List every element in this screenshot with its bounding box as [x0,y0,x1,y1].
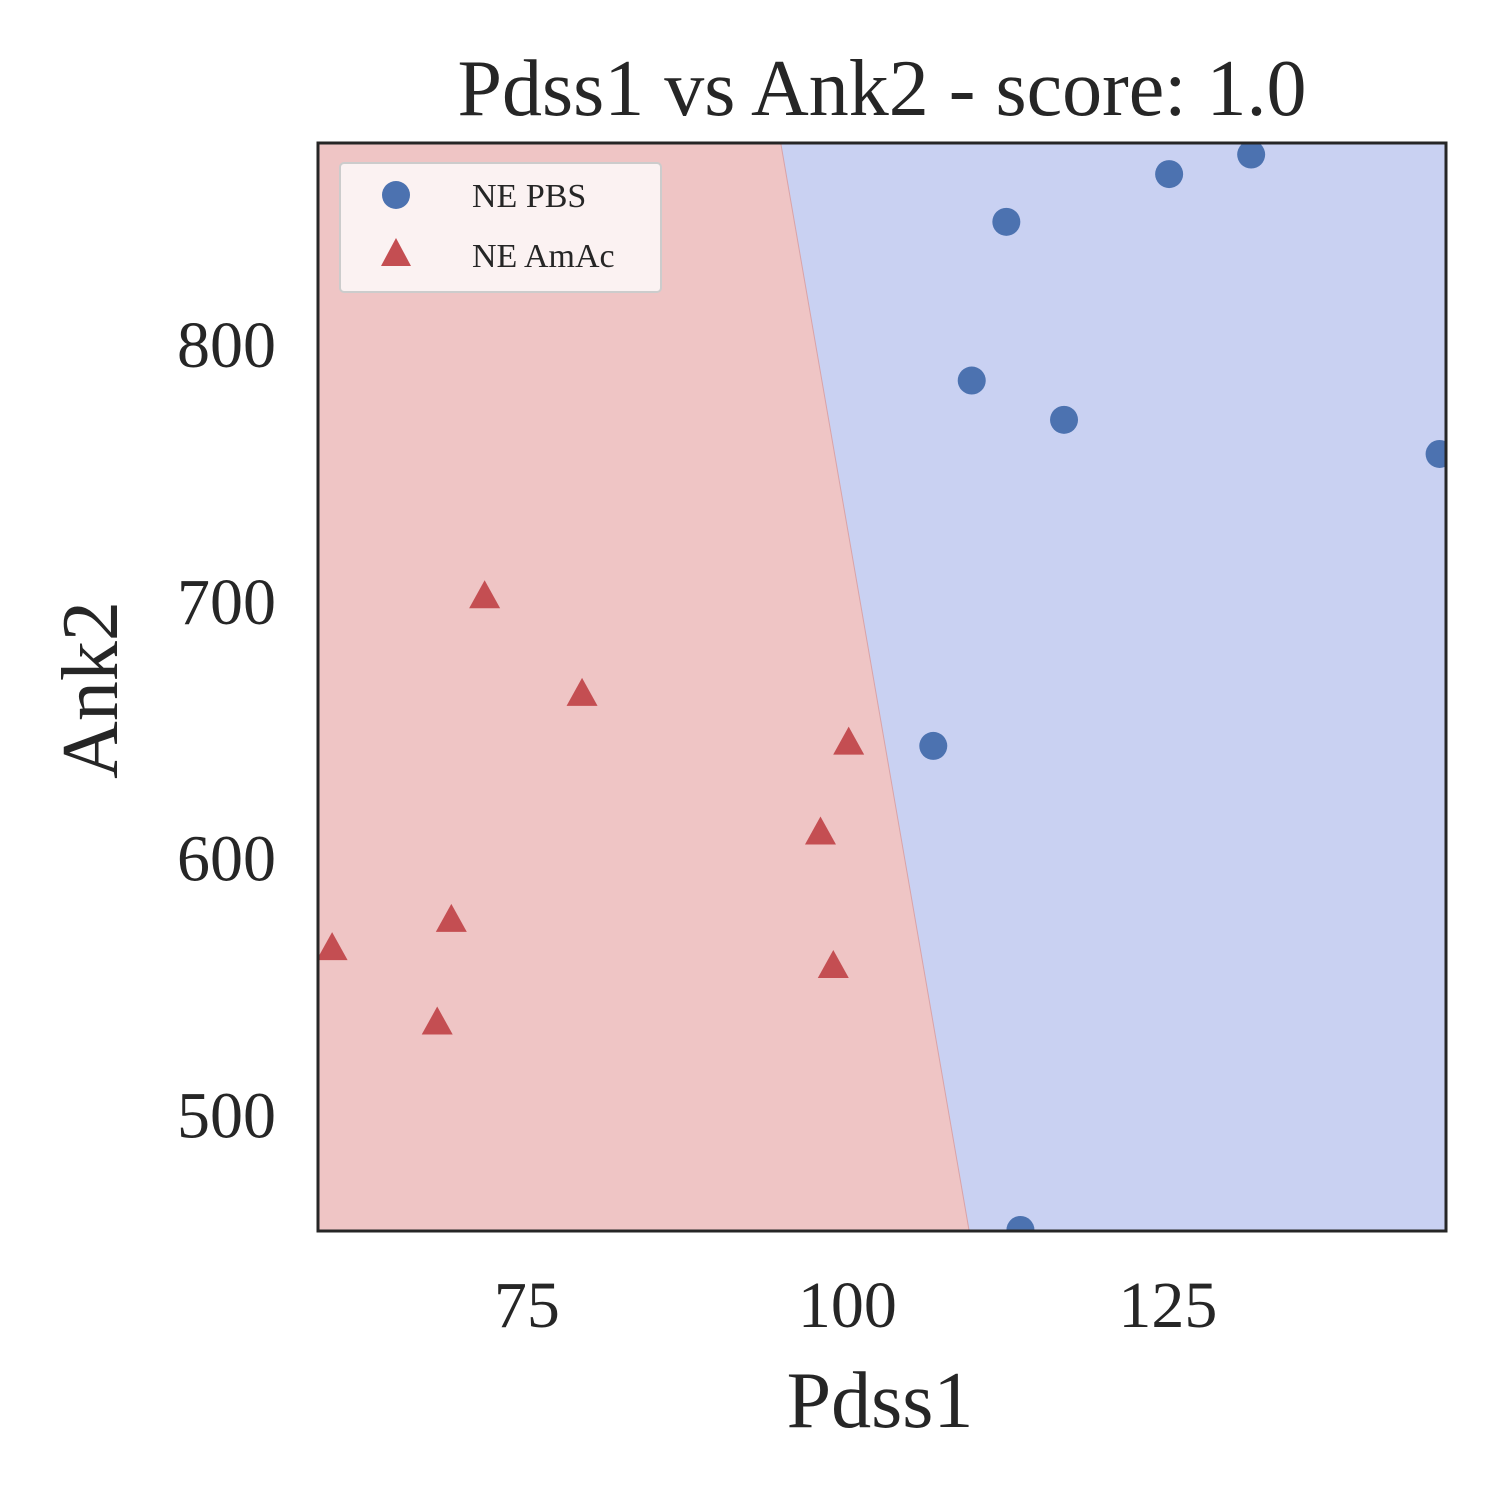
legend-label-ne-amac: NE AmAc [472,238,615,275]
x-axis-ticks: 75 100 125 [494,1269,1217,1342]
region-ne-amac [318,143,970,1231]
point-ne-amac [833,726,865,755]
legend-marker-ne-pbs [382,181,410,209]
y-tick-label: 600 [177,823,276,896]
decision-boundary [780,143,970,1231]
point-ne-amac [566,677,598,706]
point-ne-pbs [1425,439,1446,468]
x-tick-label: 125 [1118,1269,1217,1342]
point-ne-amac [435,903,467,932]
point-ne-pbs [1050,405,1079,434]
decision-regions [318,143,1446,1231]
point-ne-amac [469,580,501,609]
y-tick-label: 500 [177,1079,276,1152]
legend: NE PBS NE AmAc [339,162,662,293]
point-ne-pbs [957,366,986,395]
legend-label-ne-pbs: NE PBS [472,178,586,215]
point-ne-pbs [919,731,948,760]
point-ne-pbs [1006,1215,1035,1231]
point-ne-amac [318,932,348,961]
chart-title: Pdss1 vs Ank2 - score: 1.0 [458,45,1307,133]
data-points [318,143,1446,1231]
point-ne-amac [804,816,836,845]
point-ne-pbs [992,207,1021,236]
point-ne-pbs [1237,143,1266,169]
point-ne-pbs [1155,160,1184,189]
legend-box [339,162,662,293]
point-ne-amac [817,950,849,979]
y-axis-label: Ank2 [47,601,135,779]
y-tick-label: 700 [177,566,276,639]
y-tick-label: 800 [177,309,276,382]
x-tick-label: 100 [798,1269,897,1342]
x-axis-label: Pdss1 [787,1357,974,1445]
plot-frame [316,141,1448,1233]
y-axis-ticks: 500 600 700 800 [177,309,276,1152]
legend-marker-ne-amac [381,238,411,266]
x-tick-label: 75 [494,1269,560,1342]
point-ne-amac [421,1006,453,1035]
